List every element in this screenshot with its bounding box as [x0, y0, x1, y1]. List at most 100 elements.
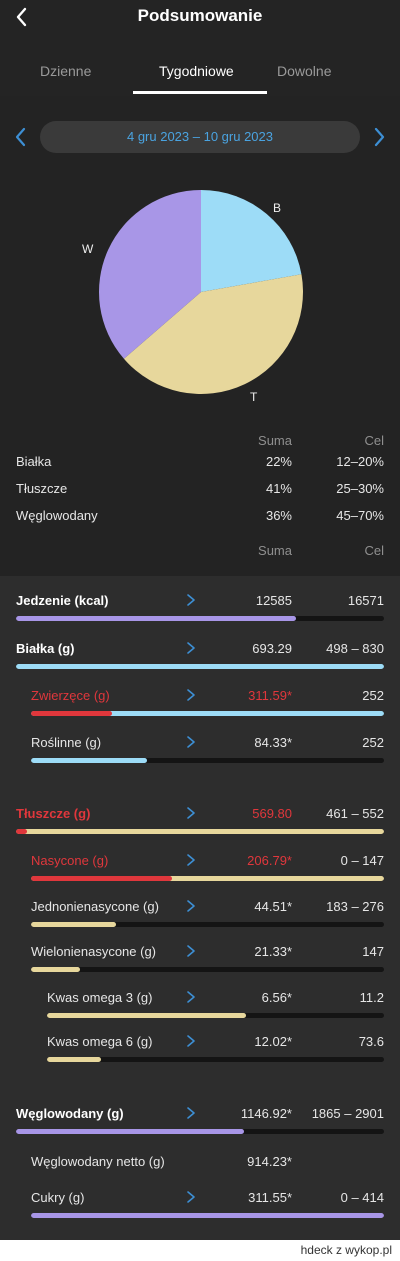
nutrient-sum: 914.23* — [247, 1154, 292, 1169]
nutrient-row[interactable]: Nasycone (g) 206.79* 0 – 147 — [0, 853, 400, 883]
chevron-right-icon[interactable] — [186, 989, 196, 1005]
nutrient-label: Zwierzęce (g) — [31, 688, 110, 703]
nutrient-goal: 16571 — [347, 593, 384, 608]
nutrient-row[interactable]: Węglowodany (g) 1146.92* 1865 – 2901 — [0, 1106, 400, 1136]
active-tab-indicator — [133, 91, 267, 94]
macro-sum: 36% — [265, 508, 292, 523]
nutrient-sum: 44.51* — [254, 899, 292, 914]
nutrient-goal: 461 – 552 — [326, 806, 384, 821]
progress-bar — [31, 711, 384, 716]
nutrient-label: Kwas omega 3 (g) — [47, 990, 153, 1005]
nutrient-goal: 252 — [362, 735, 384, 750]
chevron-right-icon[interactable] — [186, 687, 196, 703]
nutrient-sum: 12.02* — [254, 1034, 292, 1049]
progress-fill — [16, 1129, 245, 1134]
chevron-right-icon[interactable] — [186, 640, 196, 656]
date-range[interactable]: 4 gru 2023 – 10 gru 2023 — [40, 121, 360, 153]
nutrient-sum: 12585 — [255, 593, 292, 608]
nutrient-row[interactable]: Jednonienasycone (g) 44.51* 183 – 276 — [0, 899, 400, 929]
tab-custom[interactable]: Dowolne — [277, 63, 332, 79]
progress-bar — [31, 758, 384, 763]
macro-label: Węglowodany — [16, 508, 98, 523]
nutrient-row[interactable]: Roślinne (g) 84.33* 252 — [0, 735, 400, 765]
back-button[interactable] — [8, 2, 36, 32]
macro-goal: 45–70% — [336, 508, 384, 523]
nutrient-sum: 311.59* — [248, 688, 292, 703]
progress-bar — [31, 876, 384, 881]
progress-bar — [16, 1129, 384, 1134]
nutrient-goal: 252 — [362, 688, 384, 703]
details-goal-header: Cel — [364, 543, 384, 558]
next-week-button[interactable] — [371, 126, 387, 148]
pie-label-b: B — [273, 201, 282, 215]
pie-label-w: W — [82, 242, 94, 256]
chevron-right-icon[interactable] — [186, 1033, 196, 1049]
nutrient-row: Węglowodany netto (g) 914.23* — [0, 1154, 400, 1184]
progress-bar — [16, 829, 384, 834]
nutrient-goal: 498 – 830 — [326, 641, 384, 656]
nutrient-goal: 73.6 — [358, 1034, 384, 1049]
chevron-right-icon[interactable] — [186, 592, 196, 608]
progress-excess-fill — [16, 829, 28, 834]
chevron-right-icon[interactable] — [186, 1105, 196, 1121]
chevron-right-icon[interactable] — [186, 1189, 196, 1205]
nutrient-sum: 84.33* — [254, 735, 292, 750]
nutrient-label: Jedzenie (kcal) — [16, 593, 109, 608]
progress-excess-fill — [31, 876, 173, 881]
progress-excess-fill — [31, 711, 113, 716]
nutrient-label: Kwas omega 6 (g) — [47, 1034, 153, 1049]
macro-row-protein: Białka 22% 12–20% — [0, 454, 400, 474]
column-goal-header: Cel — [364, 433, 384, 448]
macro-label: Białka — [16, 454, 52, 469]
chevron-right-icon[interactable] — [186, 805, 196, 821]
chevron-right-icon[interactable] — [186, 943, 196, 959]
macro-pie-chart — [99, 190, 303, 395]
pie-slice-t — [123, 274, 303, 395]
progress-bar — [31, 922, 384, 927]
chevron-right-icon[interactable] — [186, 852, 196, 868]
nutrient-sum: 206.79* — [247, 853, 292, 868]
chevron-right-icon[interactable] — [186, 898, 196, 914]
nutrient-label: Wielonienasycone (g) — [31, 944, 157, 959]
macro-sum: 22% — [265, 454, 292, 469]
progress-fill — [31, 711, 384, 716]
footer: hdeck z wykop.pl — [0, 1240, 400, 1261]
progress-bar — [16, 664, 384, 669]
progress-fill — [31, 758, 148, 763]
nutrient-row[interactable]: Białka (g) 693.29 498 – 830 — [0, 641, 400, 671]
nutrient-sum: 21.33* — [254, 944, 292, 959]
tab-weekly[interactable]: Tygodniowe — [159, 63, 234, 79]
macro-goal: 12–20% — [336, 454, 384, 469]
progress-fill — [47, 1013, 246, 1018]
nutrient-sum: 569.80 — [252, 806, 292, 821]
progress-fill — [31, 922, 116, 927]
progress-fill — [47, 1057, 101, 1062]
macro-label: Tłuszcze — [16, 481, 68, 496]
nutrient-row[interactable]: Zwierzęce (g) 311.59* 252 — [0, 688, 400, 718]
nutrient-label: Cukry (g) — [31, 1190, 85, 1205]
macro-row-fat: Tłuszcze 41% 25–30% — [0, 481, 400, 501]
nutrient-row[interactable]: Cukry (g) 311.55* 0 – 414 — [0, 1190, 400, 1220]
nutrient-row[interactable]: Kwas omega 3 (g) 6.56* 11.2 — [0, 990, 400, 1020]
nutrient-sum: 693.29 — [252, 641, 292, 656]
chevron-right-icon[interactable] — [186, 734, 196, 750]
footer-credit: hdeck z wykop.pl — [300, 1243, 392, 1257]
progress-bar — [16, 616, 384, 621]
nutrient-goal: 1865 – 2901 — [311, 1106, 384, 1121]
nutrient-row[interactable]: Jedzenie (kcal) 12585 16571 — [0, 593, 400, 623]
page-title: Podsumowanie — [137, 6, 263, 25]
nutrient-row[interactable]: Kwas omega 6 (g) 12.02* 73.6 — [0, 1034, 400, 1064]
progress-bar — [47, 1013, 384, 1018]
progress-fill — [31, 1213, 384, 1218]
chevron-right-icon — [374, 127, 385, 147]
nutrient-goal: 0 – 414 — [340, 1190, 384, 1205]
pie-slice-w — [99, 190, 201, 359]
chevron-left-icon — [15, 127, 26, 147]
tab-daily[interactable]: Dzienne — [40, 63, 92, 79]
nutrient-label: Roślinne (g) — [31, 735, 102, 750]
nutrient-row[interactable]: Wielonienasycone (g) 21.33* 147 — [0, 944, 400, 974]
previous-week-button[interactable] — [13, 126, 29, 148]
nutrient-goal: 183 – 276 — [326, 899, 384, 914]
nutrient-row[interactable]: Tłuszcze (g) 569.80 461 – 552 — [0, 806, 400, 836]
pie-label-t: T — [250, 390, 258, 404]
